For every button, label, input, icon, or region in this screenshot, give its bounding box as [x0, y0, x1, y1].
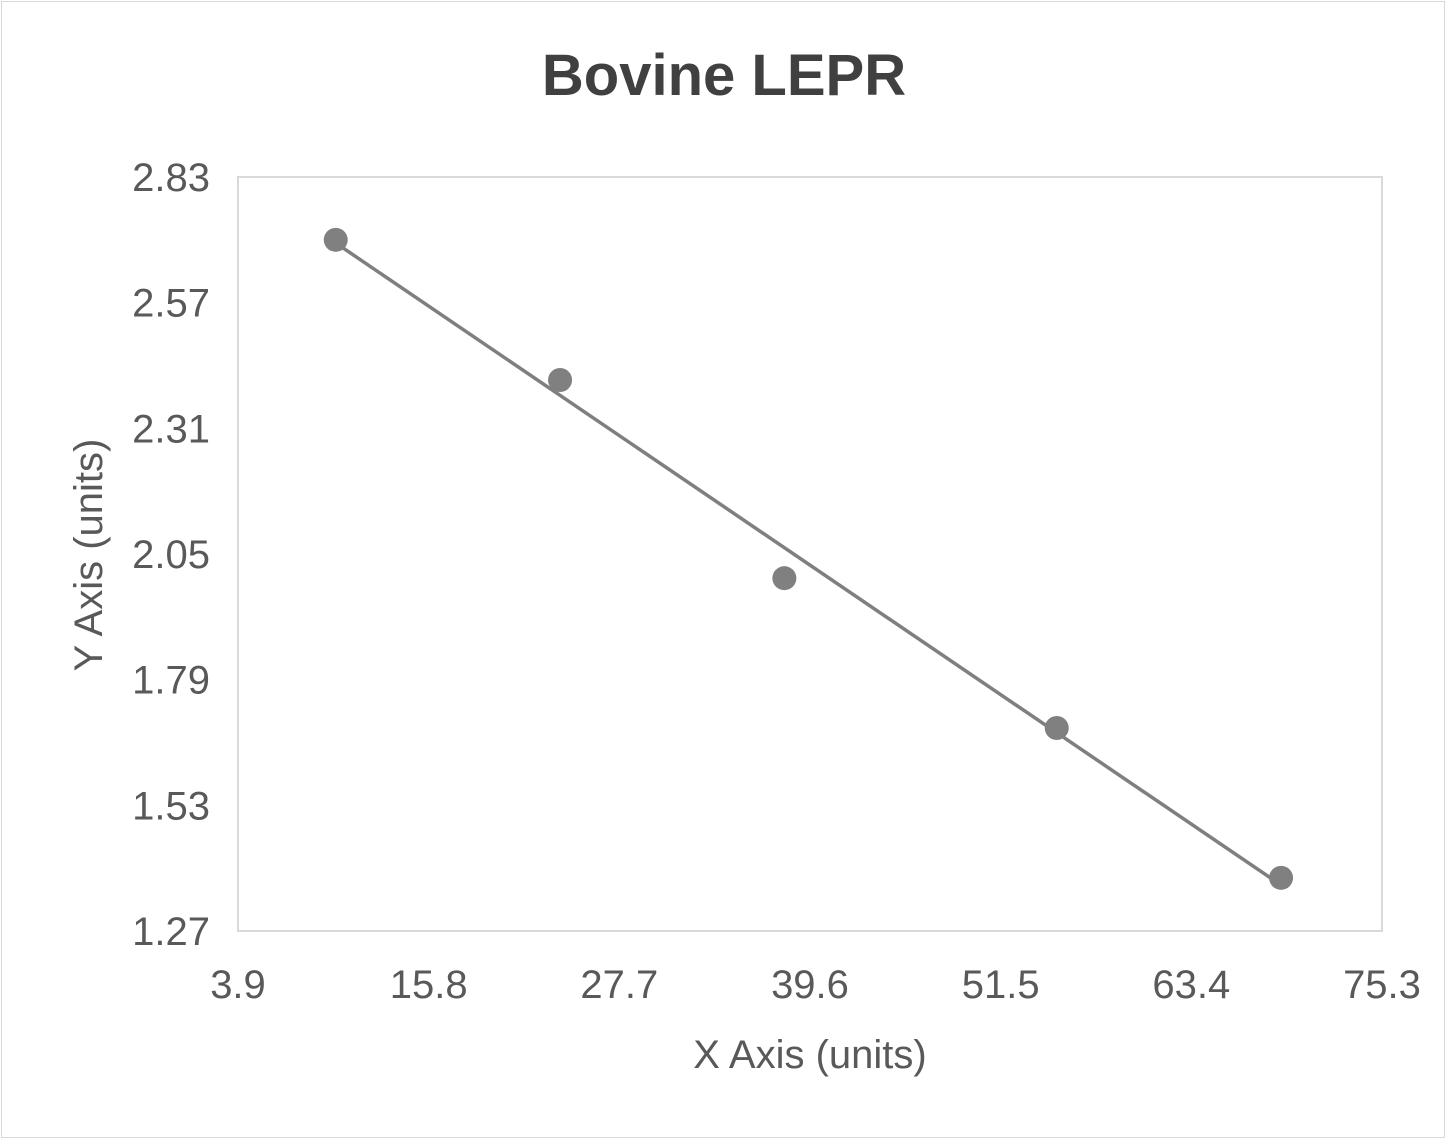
- data-point: [772, 566, 797, 591]
- x-tick-label: 75.3: [1343, 963, 1421, 1007]
- data-point: [323, 227, 348, 252]
- y-tick-label: 1.53: [132, 784, 210, 828]
- y-axis-label: Y Axis (units): [67, 439, 111, 672]
- chart-title: Bovine LEPR: [542, 43, 906, 108]
- x-tick-label: 3.9: [210, 963, 266, 1007]
- data-point: [1044, 716, 1069, 740]
- data-point: [548, 368, 573, 392]
- data-point: [1269, 865, 1294, 890]
- x-tick-label: 27.7: [580, 963, 658, 1007]
- x-tick-label: 15.8: [390, 963, 468, 1007]
- y-tick-label: 2.31: [132, 407, 210, 451]
- x-axis-label: X Axis (units): [693, 1033, 926, 1077]
- y-tick-label: 1.79: [132, 659, 210, 703]
- x-tick-label: 39.6: [771, 963, 849, 1007]
- x-tick-label: 51.5: [962, 963, 1040, 1007]
- plot-area: [237, 176, 1383, 932]
- x-tick-label: 63.4: [1152, 963, 1230, 1007]
- y-tick-label: 1.27: [132, 910, 210, 954]
- y-tick-label: 2.05: [132, 533, 210, 577]
- y-tick-label: 2.57: [132, 282, 210, 326]
- y-tick-label: 2.83: [132, 156, 210, 200]
- trendline: [334, 241, 1283, 887]
